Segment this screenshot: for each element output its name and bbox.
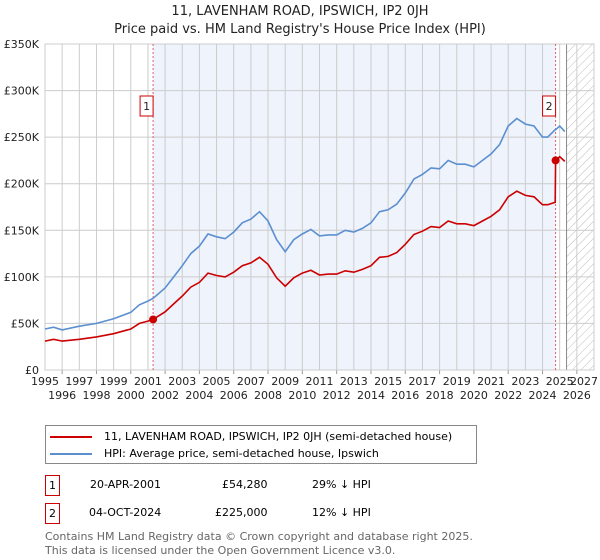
x-tick-label: 2022 [494, 389, 522, 402]
y-tick-label: £100K [4, 271, 40, 284]
x-tick-label: 2003 [168, 375, 196, 388]
x-tick-label: 1999 [100, 375, 128, 388]
x-tick-label: 2010 [288, 389, 316, 402]
sale-date: 04-OCT-2024 [89, 506, 162, 519]
legend: 11, LAVENHAM ROAD, IPSWICH, IP2 0JH (sem… [45, 425, 477, 464]
x-tick-label: 2017 [408, 375, 436, 388]
x-tick-label: 2005 [203, 375, 231, 388]
legend-item-property: 11, LAVENHAM ROAD, IPSWICH, IP2 0JH (sem… [50, 430, 452, 443]
x-tick-label: 2020 [460, 389, 488, 402]
x-tick-label: 2027 [570, 375, 598, 388]
x-tick-label: 2014 [357, 389, 385, 402]
annotation-box [542, 95, 557, 117]
x-tick-label: 2023 [511, 375, 539, 388]
x-tick-label: 2016 [391, 389, 419, 402]
annotation-label: 1 [143, 100, 150, 113]
x-tick-label: 1997 [65, 375, 93, 388]
x-tick-label: 2012 [323, 389, 351, 402]
x-tick-label: 1998 [82, 389, 110, 402]
x-tick-label: 2009 [271, 375, 299, 388]
sale-badge: 2 [45, 503, 60, 524]
legend-label: HPI: Average price, semi-detached house,… [104, 447, 379, 460]
sale-delta: 12% ↓ HPI [312, 506, 371, 519]
footer-copyright: Contains HM Land Registry data © Crown c… [45, 530, 473, 543]
plot-area: 1995199619971998199920002001200220032004… [4, 38, 598, 402]
x-tick-label: 2011 [306, 375, 334, 388]
legend-swatch-red [50, 435, 92, 438]
property-price-line [44, 155, 566, 342]
sale-date: 20-APR-2001 [90, 478, 162, 491]
y-tick-label: £200K [4, 178, 40, 191]
x-tick-label: 2008 [254, 389, 282, 402]
ownership-shade [153, 44, 556, 370]
footer-licence: This data is licensed under the Open Gov… [45, 544, 396, 557]
hpi-line [44, 117, 566, 331]
y-tick-label: £0 [25, 364, 39, 377]
legend-label: 11, LAVENHAM ROAD, IPSWICH, IP2 0JH (sem… [104, 430, 453, 443]
x-tick-label: 2002 [151, 389, 179, 402]
x-tick-label: 2015 [374, 375, 402, 388]
legend-item-hpi: HPI: Average price, semi-detached house,… [50, 447, 379, 460]
sale-badge: 1 [45, 475, 60, 496]
x-tick-label: 2007 [237, 375, 265, 388]
x-tick-label: 2004 [185, 389, 213, 402]
chart-title: 11, LAVENHAM ROAD, IPSWICH, IP2 0JH [171, 4, 429, 19]
y-tick-label: £50K [11, 317, 40, 330]
sale-point [551, 156, 560, 165]
x-tick-label: 2000 [117, 389, 145, 402]
x-tick-label: 1996 [48, 389, 76, 402]
plot-border [44, 43, 595, 371]
y-tick-label: £150K [4, 224, 40, 237]
legend-swatch-blue [50, 452, 92, 455]
x-tick-label: 2006 [220, 389, 248, 402]
annotation-box [139, 95, 154, 117]
sale-delta: 29% ↓ HPI [312, 478, 371, 491]
annotation-label: 2 [546, 100, 553, 113]
y-tick-label: £250K [4, 131, 40, 144]
x-tick-label: 2024 [529, 389, 557, 402]
forecast-hatch [566, 44, 594, 370]
x-tick-label: 2026 [563, 389, 591, 402]
x-tick-label: 2021 [477, 375, 505, 388]
x-tick-label: 2018 [426, 389, 454, 402]
chart-subtitle: Price paid vs. HM Land Registry's House … [114, 22, 486, 37]
x-tick-label: 2001 [134, 375, 162, 388]
y-tick-label: £350K [4, 38, 40, 51]
x-tick-label: 2025 [546, 375, 574, 388]
x-tick-label: 2013 [340, 375, 368, 388]
y-tick-label: £300K [4, 85, 40, 98]
x-tick-label: 1995 [31, 375, 59, 388]
x-tick-label: 2019 [443, 375, 471, 388]
sale-point [149, 315, 158, 324]
sale-price: £54,280 [222, 478, 268, 491]
sale-price: £225,000 [215, 506, 268, 519]
